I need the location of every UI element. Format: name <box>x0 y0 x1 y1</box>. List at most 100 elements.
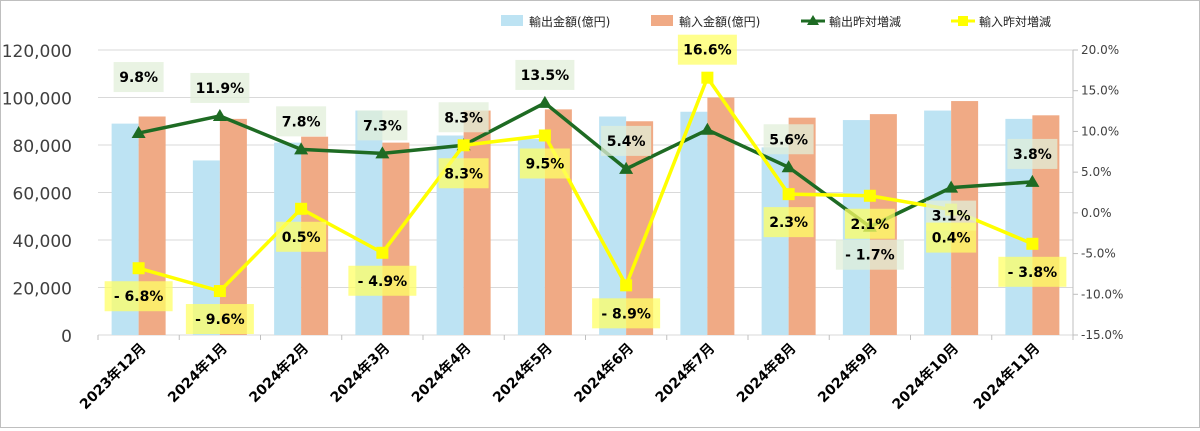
export-yoy-data-label-box <box>1007 138 1058 169</box>
legend-label: 輸入金額(億円) <box>679 14 760 29</box>
export-yoy-data-label-box <box>357 110 408 141</box>
export-yoy-marker <box>294 142 309 155</box>
x-axis-tick-label: 2024年6月 <box>571 340 637 406</box>
x-axis-tick-label: 2024年9月 <box>814 340 880 406</box>
import-yoy-marker <box>213 285 226 298</box>
export-yoy-data-label: 9.8% <box>119 70 158 86</box>
import-yoy-data-label: - 9.6% <box>195 312 245 328</box>
right-axis-tick-label: 0.0% <box>1081 206 1112 220</box>
export-yoy-data-label-box <box>113 62 164 93</box>
export-yoy-marker <box>619 161 634 174</box>
legend-marker-export-yoy <box>807 15 819 25</box>
legend-label: 輸出昨対増減 <box>829 14 901 29</box>
import-yoy-data-label-box <box>104 281 173 312</box>
export-yoy-data-label: 11.9% <box>196 81 245 97</box>
export-yoy-data-label-box <box>763 124 814 155</box>
export-yoy-data-label: 3.1% <box>932 209 971 225</box>
export-yoy-data-label: 8.3% <box>444 110 483 126</box>
right-axis-tick-label: -5.0% <box>1081 247 1116 261</box>
legend-swatch-export <box>501 15 523 26</box>
right-axis: -15.0% -10.0% -5.0% 0.0% 5.0% 10.0% 15.0% 20.0% <box>1072 43 1123 342</box>
export-bar <box>355 110 383 335</box>
export-yoy-data-label: 7.3% <box>363 118 402 134</box>
left-axis-tick-label: 100,000 <box>2 90 72 110</box>
x-axis-tick-label: 2024年5月 <box>489 340 555 406</box>
x-axis-tick-label: 2024年1月 <box>164 340 230 406</box>
import-yoy-marker <box>132 262 145 275</box>
gridlines: 0 20,000 40,000 60,000 80,000 100,000 120,000 <box>2 42 1073 347</box>
export-yoy-data-label: 5.6% <box>769 132 808 148</box>
legend-label: 輸入昨対増減 <box>979 14 1051 29</box>
import-yoy-marker <box>782 188 795 201</box>
legend-marker-import-yoy <box>958 16 968 26</box>
import-yoy-data-label: - 4.9% <box>358 274 408 290</box>
x-axis-tick-label: 2024年8月 <box>733 340 799 406</box>
x-axis-tick-label: 2024年3月 <box>327 340 393 406</box>
import-yoy-data-label-box <box>185 304 254 335</box>
legend-label: 輸出金額(億円) <box>529 14 610 29</box>
import-bar <box>219 118 247 335</box>
export-yoy-data-label-box <box>835 239 904 270</box>
import-yoy-data-label-box <box>677 34 737 65</box>
export-yoy-marker <box>375 146 390 159</box>
bars <box>111 97 1060 335</box>
left-axis-tick-label: 40,000 <box>13 232 72 252</box>
import-yoy-data-label: 16.6% <box>683 43 732 59</box>
import-yoy-marker <box>376 246 389 259</box>
x-axis-tick-label: 2024年2月 <box>246 340 312 406</box>
export-yoy-data-label: 7.8% <box>282 114 321 130</box>
import-yoy-data-label: 9.5% <box>525 157 564 173</box>
export-yoy-marker <box>700 122 715 135</box>
left-axis-tick-label: 0 <box>61 327 72 347</box>
export-yoy-data-label-box <box>601 125 652 156</box>
export-yoy-marker <box>131 126 146 139</box>
export-yoy-marker <box>537 95 552 108</box>
right-axis-tick-label: -10.0% <box>1081 287 1123 301</box>
right-axis-tick-label: 5.0% <box>1081 165 1112 179</box>
data-labels: 9.8% 11.9% 7.8% 7.3% 8.3% 13.5% 5.4% 5.6% - 1.7%… <box>104 34 1067 335</box>
x-axis: 2023年12月 2024年1月 2024年2月 2024年3月 2024年4月 2024… <box>76 335 1074 413</box>
right-axis-tick-label: 10.0% <box>1081 124 1119 138</box>
legend-swatch-import <box>651 15 673 26</box>
export-bar <box>680 111 708 335</box>
import-yoy-marker <box>863 189 876 202</box>
x-axis-tick-label: 2024年7月 <box>652 340 718 406</box>
import-yoy-data-label-box <box>844 208 895 239</box>
x-axis-tick-label: 2023年12月 <box>76 340 149 413</box>
left-axis-tick-label: 80,000 <box>13 137 72 157</box>
export-yoy-data-label: 5.4% <box>607 134 646 150</box>
import-yoy-data-label-box <box>763 207 814 238</box>
x-axis-tick-label: 2024年11月 <box>970 340 1043 413</box>
legend: 輸出金額(億円) 輸入金額(億円) 輸出昨対増減 輸入昨対増減 <box>501 14 1051 29</box>
import-yoy-data-label: - 6.8% <box>114 289 164 305</box>
export-yoy-data-label: 13.5% <box>521 68 570 84</box>
import-yoy-data-label-box <box>348 265 417 296</box>
left-axis-tick-label: 20,000 <box>13 280 72 300</box>
import-yoy-marker <box>538 129 551 142</box>
export-yoy-data-label-box <box>276 106 327 137</box>
right-axis-tick-label: 15.0% <box>1081 84 1119 98</box>
x-axis-tick-label: 2024年4月 <box>408 340 474 406</box>
right-axis-tick-label: 20.0% <box>1081 43 1119 57</box>
import-yoy-marker <box>1026 237 1039 250</box>
import-yoy-data-label: 0.4% <box>932 231 971 247</box>
import-yoy-data-label: 2.1% <box>850 217 889 233</box>
import-yoy-data-label-box <box>438 158 489 189</box>
import-yoy-marker <box>295 202 308 215</box>
import-yoy-data-label-box <box>592 298 661 329</box>
export-yoy-marker <box>944 180 959 193</box>
import-yoy-data-label-box <box>276 221 327 252</box>
import-yoy-data-label: 0.5% <box>282 230 321 246</box>
import-bar <box>382 142 410 335</box>
import-yoy-data-label: - 3.8% <box>1008 265 1058 281</box>
left-axis-tick-label: 120,000 <box>2 42 72 62</box>
left-axis-tick-label: 60,000 <box>13 185 72 205</box>
import-yoy-data-label-box <box>998 256 1067 287</box>
export-yoy-data-label-box <box>438 102 489 133</box>
export-yoy-marker <box>1025 174 1040 187</box>
import-yoy-data-label: - 8.9% <box>601 306 651 322</box>
export-yoy-data-label: - 1.7% <box>845 248 895 264</box>
import-yoy-data-label: 8.3% <box>444 166 483 182</box>
x-axis-tick-label: 2024年10月 <box>889 340 962 413</box>
